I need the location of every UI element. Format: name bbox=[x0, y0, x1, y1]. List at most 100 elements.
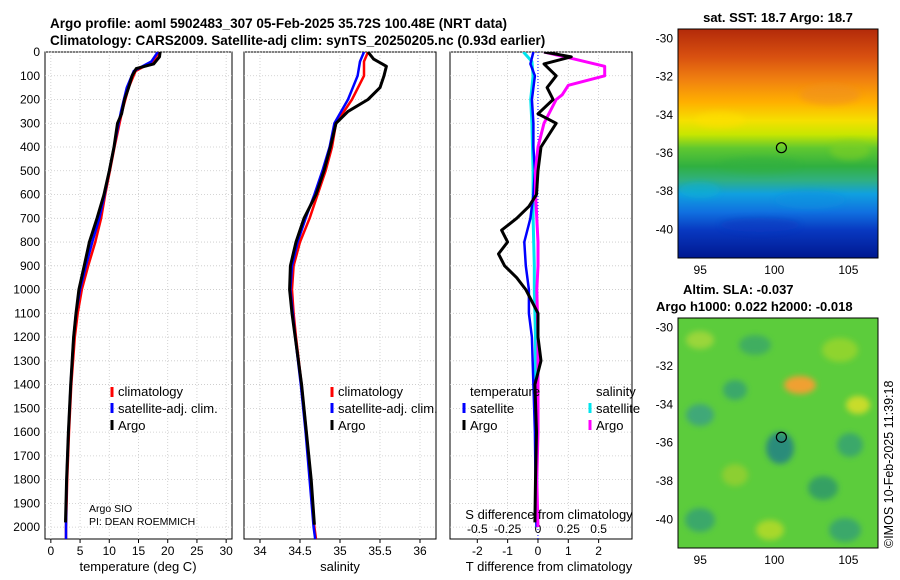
s-diff-tick-label: 0.25 bbox=[557, 522, 581, 536]
s-diff-tick-label: -0.5 bbox=[467, 522, 488, 536]
sst-argo-location-marker bbox=[775, 142, 788, 154]
depth-tick-label: 500 bbox=[20, 164, 40, 178]
sla-argo-location-marker bbox=[775, 431, 788, 443]
map-y-tick-label: -40 bbox=[656, 512, 674, 526]
sla-map-subtitle: Argo h1000: 0.022 h2000: -0.018 bbox=[656, 299, 853, 314]
x-tick-label: 15 bbox=[132, 544, 146, 558]
depth-tick-label: 1000 bbox=[13, 283, 40, 297]
s-diff-tick-label: 0 bbox=[535, 522, 542, 536]
depth-axis: 0 100 200 300 400 500 600 700 800 900 1000 1100 1200… bbox=[13, 45, 40, 534]
difference-xlabel: T difference from climatology bbox=[466, 559, 633, 574]
x-tick-label: 25 bbox=[190, 544, 204, 558]
map-x-tick-label: 100 bbox=[764, 553, 784, 567]
imos-credit: ©IMOS 10-Feb-2025 11:39:18 bbox=[882, 381, 896, 548]
depth-tick-label: 1900 bbox=[13, 496, 40, 510]
sla-texture bbox=[685, 331, 870, 542]
x-tick-label: 35 bbox=[333, 544, 347, 558]
sst-map bbox=[677, 28, 879, 259]
x-tick-label: 1 bbox=[565, 544, 572, 558]
depth-tick-label: 100 bbox=[20, 69, 40, 83]
x-axes: 0 5 10 15 20 25 30 34 34.5 35 35.5 36 -2 -1 0 1 2 -0.5 -0.… bbox=[48, 522, 608, 558]
map-x-tick-label: 95 bbox=[694, 553, 708, 567]
map-y-tick-label: -40 bbox=[656, 222, 674, 236]
series-satellite bbox=[523, 52, 538, 528]
legend-salinity-heading: salinity bbox=[596, 384, 636, 399]
series-argo bbox=[64, 52, 162, 523]
legend-s-satellite-label: satellite bbox=[596, 401, 640, 416]
depth-tick-label: 600 bbox=[20, 188, 40, 202]
x-tick-label: 10 bbox=[103, 544, 117, 558]
map-x-tick-label: 105 bbox=[838, 263, 858, 277]
sst-map-axes: 95 100 105 -30 -32 -34 -36 -38 -40 bbox=[656, 32, 859, 277]
legend-satellite-label: satellite-adj. clim. bbox=[118, 401, 218, 416]
x-tick-label: 34.5 bbox=[288, 544, 312, 558]
difference-legend: temperature satellite Argo salinity sate… bbox=[462, 384, 640, 433]
profile-series bbox=[64, 52, 607, 539]
legend-satellite-label: satellite-adj. clim. bbox=[338, 401, 438, 416]
header-line2: Climatology: CARS2009. Satellite-adj cli… bbox=[50, 33, 545, 48]
depth-tick-label: 1300 bbox=[13, 354, 40, 368]
legend-temperature-heading: temperature bbox=[470, 384, 540, 399]
series-argo bbox=[288, 52, 388, 525]
map-y-tick-label: -34 bbox=[656, 397, 674, 411]
x-tick-label: -2 bbox=[472, 544, 483, 558]
sla-map-axes: 95 100 105 -30 -32 -34 -36 -38 -40 bbox=[656, 321, 859, 567]
x-tick-label: 2 bbox=[595, 544, 602, 558]
depth-tick-label: 800 bbox=[20, 235, 40, 249]
x-tick-label: 34 bbox=[253, 544, 267, 558]
legend-t-argo-label: Argo bbox=[470, 418, 497, 433]
pi-annotation-2: PI: DEAN ROEMMICH bbox=[89, 516, 195, 528]
s-diff-tick-label: -0.25 bbox=[494, 522, 522, 536]
depth-tick-label: 1100 bbox=[14, 306, 40, 320]
depth-tick-label: 400 bbox=[20, 140, 40, 154]
depth-tick-label: 700 bbox=[20, 211, 40, 225]
map-y-tick-label: -38 bbox=[656, 474, 674, 488]
header-line1: Argo profile: aoml 5902483_307 05-Feb-20… bbox=[50, 16, 507, 31]
depth-tick-label: 1800 bbox=[13, 473, 40, 487]
temperature-xlabel: temperature (deg C) bbox=[79, 559, 196, 574]
depth-tick-label: 300 bbox=[20, 116, 40, 130]
series-argo bbox=[497, 52, 573, 523]
x-tick-label: 35.5 bbox=[368, 544, 392, 558]
map-y-tick-label: -32 bbox=[656, 70, 674, 84]
map-y-tick-label: -36 bbox=[656, 146, 674, 160]
x-tick-label: 0 bbox=[535, 544, 542, 558]
depth-tick-label: 2000 bbox=[13, 520, 40, 534]
map-x-tick-label: 100 bbox=[764, 263, 784, 277]
legend-climatology-label: climatology bbox=[338, 384, 404, 399]
depth-tick-label: 1200 bbox=[13, 330, 40, 344]
map-y-tick-label: -30 bbox=[656, 321, 674, 335]
x-tick-label: 5 bbox=[77, 544, 84, 558]
depth-tick-label: 200 bbox=[20, 93, 40, 107]
legend-argo-label: Argo bbox=[338, 418, 365, 433]
sst-texture bbox=[680, 85, 870, 232]
sla-map bbox=[677, 317, 879, 549]
depth-tick-label: 1400 bbox=[13, 378, 40, 392]
legend-argo-label: Argo bbox=[118, 418, 145, 433]
map-x-tick-label: 95 bbox=[694, 263, 708, 277]
x-tick-label: 36 bbox=[413, 544, 427, 558]
difference-xlabel-top: S difference from climatology bbox=[465, 507, 633, 522]
map-y-tick-label: -30 bbox=[656, 32, 674, 46]
map-x-tick-label: 105 bbox=[838, 553, 858, 567]
map-y-tick-label: -32 bbox=[656, 359, 674, 373]
depth-tick-label: 1700 bbox=[13, 449, 40, 463]
map-y-tick-label: -38 bbox=[656, 184, 674, 198]
depth-tick-label: 0 bbox=[33, 45, 40, 59]
x-tick-label: 0 bbox=[48, 544, 55, 558]
temperature-legend: climatology satellite-adj. clim. Argo bbox=[110, 384, 218, 433]
depth-tick-label: 1500 bbox=[13, 401, 40, 415]
legend-climatology-label: climatology bbox=[118, 384, 184, 399]
map-y-tick-label: -36 bbox=[656, 436, 674, 450]
x-tick-label: 20 bbox=[161, 544, 175, 558]
salinity-xlabel: salinity bbox=[320, 559, 360, 574]
map-y-tick-label: -34 bbox=[656, 108, 674, 122]
depth-tick-label: 1600 bbox=[13, 425, 40, 439]
x-tick-label: 30 bbox=[219, 544, 233, 558]
sla-map-title: Altim. SLA: -0.037 bbox=[683, 282, 794, 297]
depth-tick-label: 900 bbox=[20, 259, 40, 273]
grid-lines bbox=[45, 51, 632, 539]
salinity-legend: climatology satellite-adj. clim. Argo bbox=[330, 384, 438, 433]
pi-annotation-1: Argo SIO bbox=[89, 503, 132, 515]
